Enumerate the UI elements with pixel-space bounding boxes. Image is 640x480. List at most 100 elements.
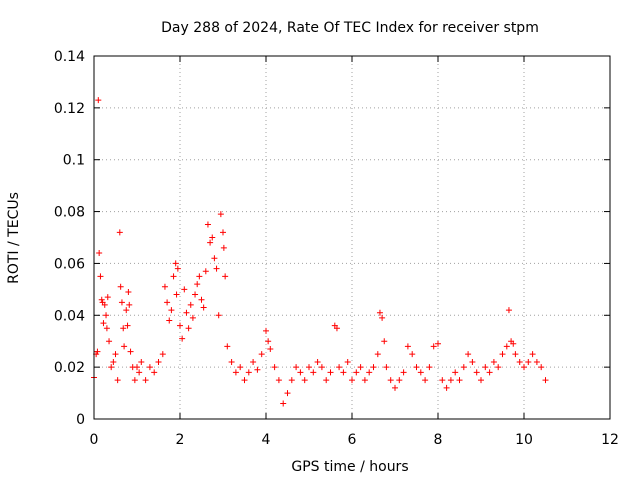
data-point: [413, 364, 420, 371]
data-point: [469, 358, 476, 365]
data-point: [381, 338, 388, 345]
data-point: [417, 369, 424, 376]
data-point: [123, 307, 130, 314]
data-point: [134, 364, 140, 371]
data-point: [263, 327, 269, 334]
data-point: [250, 358, 257, 365]
data-point: [101, 301, 108, 308]
data-point: [254, 366, 261, 373]
data-point: [430, 343, 437, 350]
data-point: [131, 377, 138, 384]
y-tick-label: 0: [76, 412, 85, 428]
data-point: [136, 369, 143, 376]
data-point: [460, 364, 467, 371]
data-point: [258, 351, 265, 358]
data-point: [151, 369, 158, 376]
data-point: [177, 322, 183, 329]
data-point: [237, 364, 244, 371]
data-point: [512, 351, 519, 358]
data-point: [495, 364, 502, 371]
data-point: [318, 364, 325, 371]
data-point: [159, 351, 166, 358]
data-point: [220, 244, 227, 251]
data-point: [241, 377, 248, 384]
data-point: [396, 377, 403, 384]
data-point: [138, 358, 145, 365]
data-point: [232, 369, 239, 376]
data-point: [125, 288, 132, 295]
data-point: [187, 301, 194, 308]
data-point: [379, 314, 386, 321]
data-point: [213, 265, 220, 272]
data-point: [400, 369, 407, 376]
data-point: [288, 377, 295, 384]
data-point: [306, 364, 312, 371]
data-point: [209, 234, 216, 241]
data-point: [447, 377, 454, 384]
data-point: [170, 273, 177, 280]
data-point: [174, 265, 181, 272]
data-point: [314, 358, 321, 365]
data-point: [98, 296, 105, 303]
data-point: [118, 299, 125, 306]
data-point: [100, 320, 107, 327]
data-point: [106, 338, 113, 345]
data-point: [510, 340, 517, 347]
data-point: [387, 377, 394, 384]
data-point: [392, 384, 398, 391]
data-point: [198, 296, 205, 303]
data-point: [220, 229, 226, 236]
data-point: [439, 377, 446, 384]
data-point: [478, 377, 484, 384]
data-point: [127, 348, 134, 355]
data-point: [353, 369, 360, 376]
data-point: [164, 299, 171, 306]
grid-lines: [94, 56, 610, 419]
data-point: [204, 221, 211, 228]
data-point: [404, 343, 411, 350]
data-point: [505, 307, 512, 314]
data-point: [94, 348, 101, 355]
data-point: [376, 309, 383, 316]
data-point: [383, 364, 390, 371]
data-point: [533, 358, 540, 365]
data-point: [146, 364, 153, 371]
data-point: [200, 304, 207, 311]
data-point: [280, 400, 287, 407]
y-tick-label: 0.04: [54, 308, 85, 324]
data-point: [217, 211, 224, 218]
data-point: [114, 377, 121, 384]
data-points: [91, 97, 549, 407]
data-point: [196, 273, 203, 280]
y-tick-label: 0.1: [63, 153, 85, 169]
y-tick-label: 0.08: [54, 205, 85, 221]
data-point: [96, 250, 103, 257]
x-tick-label: 6: [348, 432, 357, 448]
data-point: [336, 364, 343, 371]
data-point: [173, 291, 180, 298]
data-point: [486, 369, 493, 376]
data-point: [443, 384, 450, 391]
data-point: [95, 97, 102, 104]
chart-title: Day 288 of 2024, Rate Of TEC Index for r…: [161, 20, 539, 36]
y-tick-label: 0.14: [54, 49, 85, 65]
data-point: [104, 294, 111, 301]
data-point: [103, 325, 110, 332]
data-point: [194, 281, 201, 288]
data-point: [426, 364, 433, 371]
data-point: [265, 338, 272, 345]
data-point: [293, 364, 300, 371]
data-point: [222, 273, 229, 280]
data-point: [327, 369, 334, 376]
data-point: [172, 260, 179, 267]
data-point: [189, 314, 196, 321]
data-point: [181, 286, 188, 293]
data-point: [116, 229, 123, 236]
data-point: [275, 377, 282, 384]
data-point: [529, 351, 536, 358]
x-tick-label: 10: [515, 432, 533, 448]
data-point: [490, 358, 497, 365]
data-point: [271, 364, 278, 371]
data-point: [435, 340, 441, 347]
data-point: [168, 307, 175, 314]
